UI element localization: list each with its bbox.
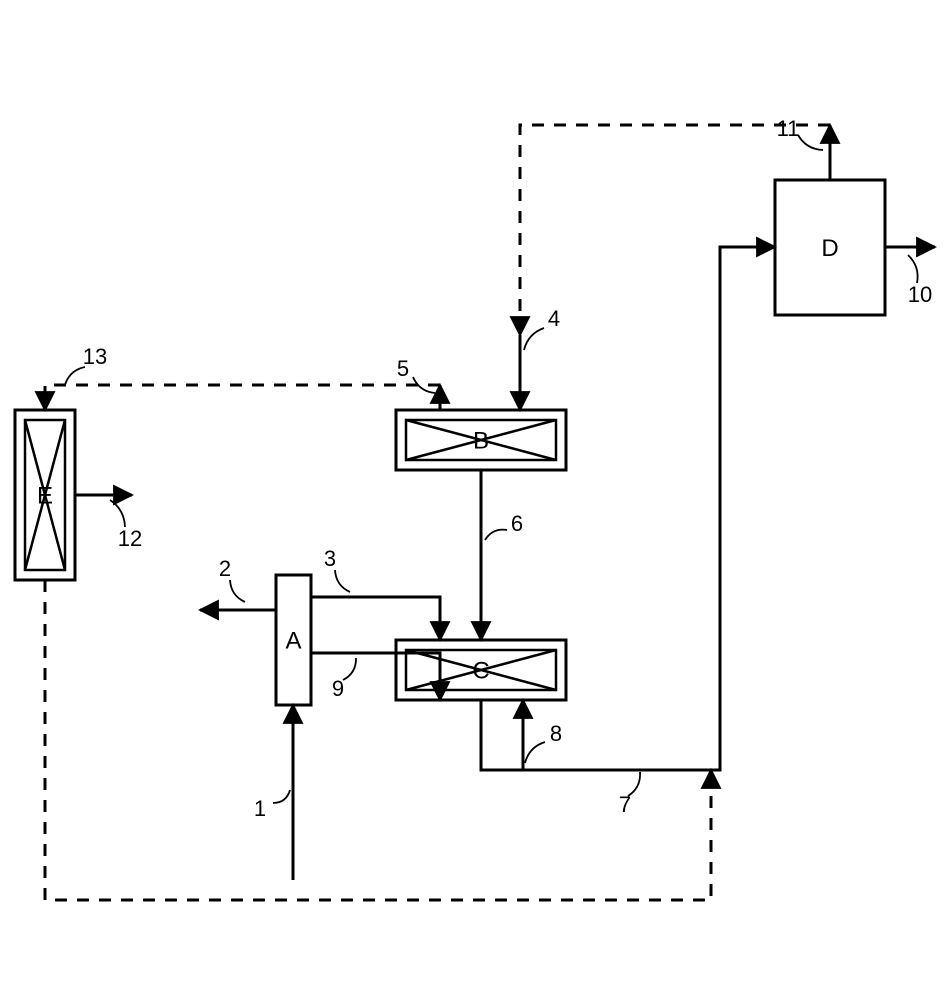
label-1: 1 — [254, 796, 266, 821]
label-9: 9 — [332, 676, 344, 701]
leader-6 — [485, 530, 507, 540]
leader-12 — [110, 500, 125, 527]
process-flow-diagram: ABCDE 12345678910111213 — [0, 0, 951, 1000]
label-3: 3 — [324, 546, 336, 571]
callout-11: 11 — [777, 116, 823, 150]
leader-11 — [798, 135, 823, 150]
edge-e8 — [481, 247, 775, 770]
label-6: 6 — [511, 511, 523, 536]
leader-10 — [908, 255, 918, 283]
node-D: D — [775, 180, 885, 315]
node-label-B: B — [473, 427, 489, 454]
callout-1: 1 — [254, 790, 290, 821]
callout-10: 10 — [908, 255, 932, 307]
leader-1 — [273, 790, 290, 803]
label-5: 5 — [397, 356, 409, 381]
node-label-D: D — [821, 235, 838, 262]
labels: 12345678910111213 — [65, 116, 932, 821]
callout-6: 6 — [485, 511, 523, 540]
callout-2: 2 — [219, 556, 245, 602]
leader-3 — [335, 570, 350, 592]
label-4: 4 — [548, 306, 560, 331]
node-E: E — [15, 410, 75, 580]
label-7: 7 — [619, 792, 631, 817]
node-C: C — [396, 640, 566, 700]
node-label-A: A — [285, 627, 301, 654]
label-11: 11 — [777, 116, 800, 141]
leader-2 — [230, 580, 245, 602]
nodes: A B C D E — [15, 180, 885, 705]
callout-8: 8 — [525, 721, 562, 763]
callout-7: 7 — [619, 772, 640, 817]
label-13: 13 — [83, 344, 107, 369]
node-label-C: C — [472, 657, 489, 684]
edge-e13 — [45, 580, 711, 900]
leader-8 — [525, 742, 545, 763]
label-12: 12 — [118, 526, 142, 551]
edge-e11d — [520, 125, 830, 335]
callout-5: 5 — [397, 356, 435, 393]
callout-3: 3 — [324, 546, 350, 592]
callout-12: 12 — [110, 500, 142, 551]
edge-e5d — [45, 385, 440, 410]
leader-13 — [65, 367, 85, 385]
node-label-E: E — [37, 482, 53, 509]
label-2: 2 — [219, 556, 231, 581]
leader-9 — [343, 658, 356, 680]
callout-9: 9 — [332, 658, 356, 701]
node-B: B — [396, 410, 566, 470]
callout-13: 13 — [65, 344, 107, 385]
callout-4: 4 — [524, 306, 560, 350]
label-10: 10 — [908, 282, 932, 307]
edges — [45, 125, 935, 900]
label-8: 8 — [550, 721, 562, 746]
edge-e9 — [311, 653, 440, 700]
leader-4 — [524, 328, 544, 350]
edge-e3 — [311, 597, 440, 640]
node-A: A — [276, 575, 311, 705]
